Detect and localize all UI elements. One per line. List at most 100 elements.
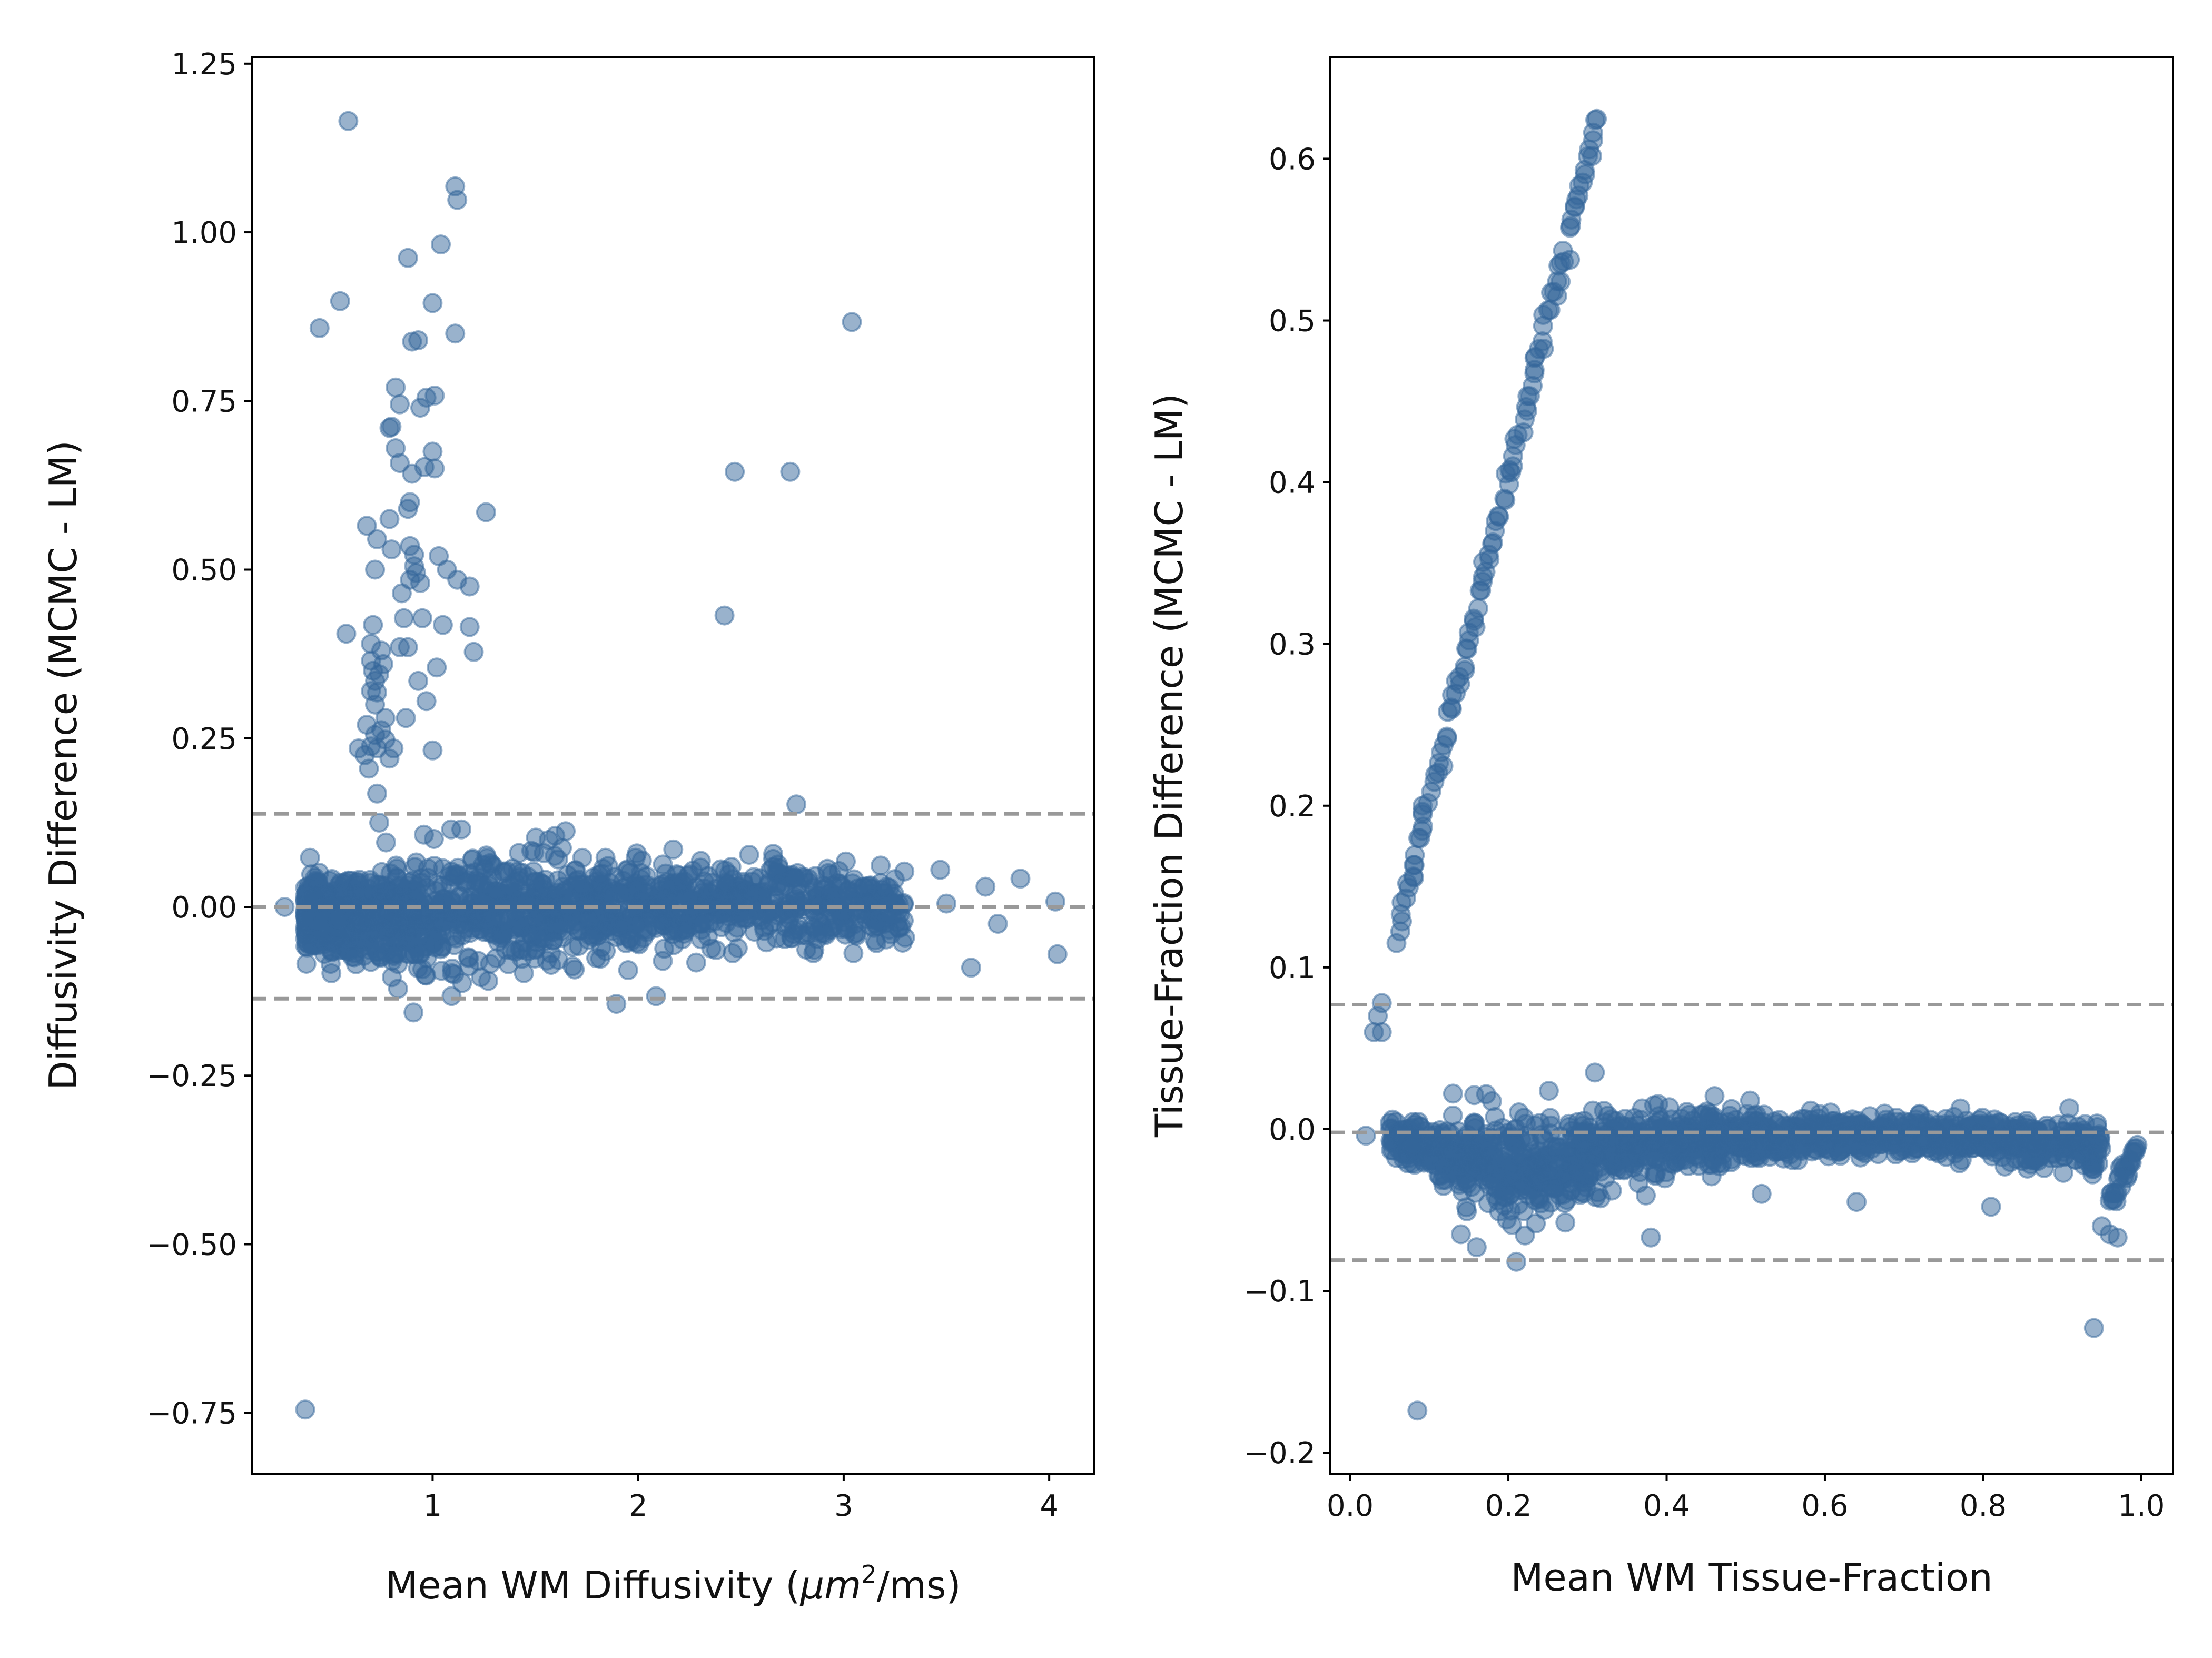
data-point: [336, 624, 357, 644]
data-point: [439, 866, 460, 886]
data-point: [1538, 1081, 1559, 1101]
data-point: [739, 845, 759, 865]
data-point: [1751, 1183, 1772, 1204]
data-point: [1443, 1083, 1463, 1104]
data-point: [365, 559, 386, 580]
y-tick-label: 1.00: [171, 216, 237, 250]
data-point: [1846, 1192, 1867, 1212]
data-point: [598, 887, 618, 907]
data-point: [548, 950, 569, 970]
data-point: [1868, 1144, 1889, 1164]
data-point: [1690, 1104, 1711, 1125]
data-point: [349, 870, 370, 890]
data-point: [1047, 944, 1068, 964]
data-point: [706, 940, 726, 960]
data-point: [1464, 1085, 1485, 1106]
data-point: [299, 934, 319, 955]
data-point: [335, 885, 356, 905]
data-point: [715, 860, 735, 881]
data-point: [1495, 1167, 1515, 1187]
data-point: [1641, 1227, 1661, 1248]
y-tick-label: 0.2: [1269, 789, 1316, 824]
data-point: [424, 386, 445, 406]
data-point: [526, 924, 547, 945]
data-point: [301, 890, 321, 910]
data-point: [296, 909, 316, 930]
data-point: [1632, 1098, 1652, 1119]
data-point: [1624, 1142, 1645, 1162]
data-point: [1386, 1148, 1406, 1168]
left-y-axis-label: Diffusivity Difference (MCMC - LM): [41, 440, 85, 1090]
right-x-axis-label: Mean WM Tissue-Fraction: [1510, 1555, 1992, 1600]
data-point: [842, 312, 862, 332]
data-point: [1560, 250, 1581, 270]
data-point: [441, 986, 462, 1006]
data-point: [663, 873, 683, 894]
data-point: [1455, 657, 1475, 677]
left-axes-frame: [251, 56, 1095, 1475]
right-reference-lines: [1330, 1002, 2173, 1262]
data-point: [376, 832, 396, 853]
data-point: [1697, 1129, 1717, 1149]
x-tick-label: 0.2: [1485, 1489, 1532, 1523]
data-point: [618, 960, 638, 980]
data-point: [422, 293, 443, 313]
data-point: [1506, 1118, 1526, 1139]
data-point: [1601, 1109, 1622, 1130]
data-point: [446, 928, 466, 949]
data-point: [725, 461, 745, 482]
data-point: [1641, 1146, 1661, 1167]
x-tick-label: 2: [629, 1489, 648, 1523]
data-point: [1482, 1091, 1502, 1111]
data-point: [300, 847, 320, 868]
y-tick-label: 0.75: [171, 384, 237, 419]
data-point: [381, 539, 402, 560]
data-point: [699, 913, 719, 934]
data-point: [1392, 911, 1412, 932]
data-point: [346, 954, 366, 974]
data-point: [785, 867, 806, 888]
y-tick-label: −0.50: [146, 1228, 237, 1262]
data-point: [469, 873, 490, 893]
right-scatter-points: [1356, 108, 2148, 1421]
left-y-ticks: −0.75 −0.50 −0.25 0.00 0.25 0.50 0.75 1.00 1.25: [146, 47, 252, 1431]
y-tick-label: 0.3: [1269, 628, 1316, 662]
data-point: [875, 914, 895, 934]
data-point: [894, 861, 915, 882]
data-point: [432, 615, 453, 635]
left-x-axis-label: Mean WM Diffusivity (μm2/ms): [385, 1560, 961, 1607]
data-point: [653, 914, 673, 935]
data-point: [2083, 1318, 2104, 1338]
data-point: [402, 880, 423, 900]
data-point: [379, 509, 400, 529]
data-point: [451, 819, 471, 840]
data-point: [807, 921, 828, 942]
y-tick-label: 0.25: [171, 722, 237, 756]
data-point: [338, 111, 359, 131]
data-point: [427, 657, 447, 678]
data-point: [1981, 1197, 2001, 1217]
data-point: [768, 854, 788, 875]
data-point: [422, 740, 443, 761]
data-point: [509, 843, 529, 863]
data-point: [1486, 1120, 1506, 1141]
data-point: [1510, 1146, 1531, 1166]
data-point: [780, 461, 801, 482]
data-point: [552, 838, 572, 858]
data-point: [486, 885, 507, 905]
data-point: [549, 916, 569, 936]
right-y-ticks: −0.2 −0.1 0.0 0.1 0.2 0.3 0.4 0.5 0.6: [1244, 142, 1330, 1471]
data-point: [408, 670, 429, 691]
y-tick-label: 0.4: [1269, 466, 1316, 500]
data-point: [1994, 1156, 2015, 1177]
data-point: [363, 615, 383, 635]
right-x-ticks: 0.0 0.2 0.4 0.6 0.8 1.0: [1327, 1474, 2165, 1523]
data-point: [566, 860, 586, 881]
data-point: [876, 876, 897, 897]
data-point: [698, 882, 719, 903]
data-point: [330, 291, 350, 311]
data-point: [1745, 1146, 1766, 1167]
data-point: [714, 605, 735, 626]
x-tick-label: 0.8: [1960, 1489, 2007, 1523]
data-point: [391, 583, 412, 604]
